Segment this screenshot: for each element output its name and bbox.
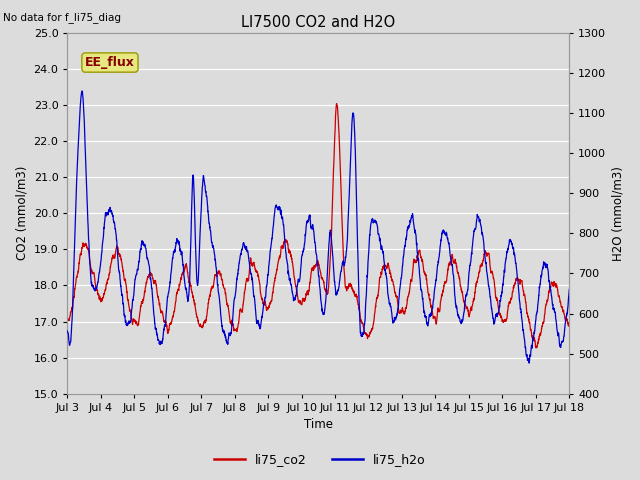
Y-axis label: H2O (mmol/m3): H2O (mmol/m3) — [612, 166, 625, 261]
Y-axis label: CO2 (mmol/m3): CO2 (mmol/m3) — [15, 166, 28, 260]
Text: EE_flux: EE_flux — [85, 56, 135, 69]
X-axis label: Time: Time — [304, 419, 333, 432]
Title: LI7500 CO2 and H2O: LI7500 CO2 and H2O — [241, 15, 396, 30]
Legend: li75_co2, li75_h2o: li75_co2, li75_h2o — [209, 448, 431, 471]
Text: No data for f_li75_diag: No data for f_li75_diag — [3, 12, 121, 23]
